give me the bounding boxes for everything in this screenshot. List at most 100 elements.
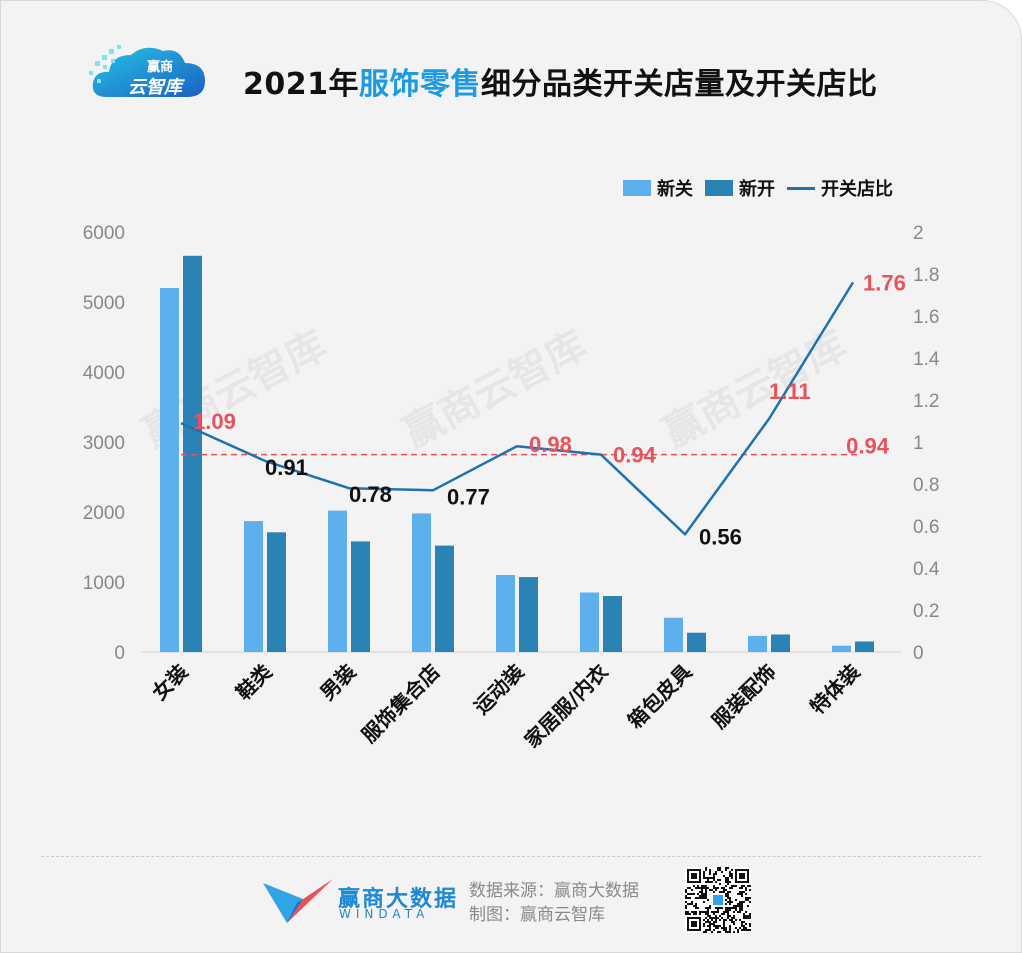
qr-module bbox=[707, 879, 709, 881]
ratio-data-label: 1.11 bbox=[769, 379, 811, 404]
qr-module bbox=[731, 907, 733, 909]
qr-module bbox=[747, 917, 749, 919]
qr-module bbox=[747, 929, 749, 931]
qr-module bbox=[745, 897, 747, 899]
qr-module bbox=[715, 925, 717, 927]
qr-module bbox=[691, 889, 693, 891]
qr-module bbox=[719, 867, 721, 869]
qr-module bbox=[691, 911, 693, 913]
qr-module bbox=[707, 915, 709, 917]
qr-module bbox=[697, 897, 699, 899]
qr-module bbox=[741, 901, 743, 903]
qr-module bbox=[699, 891, 701, 893]
qr-module bbox=[723, 887, 725, 889]
qr-module bbox=[703, 873, 705, 875]
qr-module bbox=[731, 885, 733, 887]
qr-module bbox=[723, 891, 725, 893]
qr-module bbox=[685, 907, 687, 909]
footer-source: 数据来源：赢商大数据 制图：赢商云智库 bbox=[469, 879, 639, 927]
qr-module bbox=[717, 911, 719, 913]
qr-module bbox=[725, 881, 727, 883]
qr-module bbox=[691, 921, 697, 927]
qr-module bbox=[727, 911, 729, 913]
qr-module bbox=[709, 871, 711, 873]
qr-module bbox=[745, 917, 747, 919]
qr-module bbox=[705, 921, 707, 923]
qr-module bbox=[737, 893, 739, 895]
qr-module bbox=[703, 923, 705, 925]
qr-module bbox=[693, 893, 695, 895]
legend-swatch-ratio bbox=[787, 186, 815, 190]
qr-module bbox=[711, 931, 713, 933]
bar-closed bbox=[244, 521, 263, 652]
qr-module bbox=[727, 895, 729, 897]
qr-module bbox=[725, 889, 727, 891]
qr-module bbox=[685, 901, 687, 903]
qr-module bbox=[727, 907, 729, 909]
qr-module bbox=[745, 889, 747, 891]
right-axis-tick: 0.8 bbox=[913, 475, 939, 496]
qr-module bbox=[737, 903, 739, 905]
qr-module bbox=[739, 901, 741, 903]
qr-module bbox=[745, 887, 747, 889]
qr-module bbox=[713, 891, 715, 893]
qr-module bbox=[707, 913, 709, 915]
qr-module bbox=[691, 893, 693, 895]
qr-module bbox=[739, 887, 741, 889]
qr-module bbox=[719, 931, 721, 933]
qr-module bbox=[727, 931, 729, 933]
qr-module bbox=[703, 871, 705, 873]
qr-module bbox=[719, 925, 721, 927]
qr-module bbox=[735, 927, 737, 929]
qr-module bbox=[715, 887, 717, 889]
qr-module bbox=[729, 901, 731, 903]
qr-module bbox=[739, 911, 741, 913]
qr-module bbox=[723, 927, 725, 929]
qr-module bbox=[725, 895, 727, 897]
qr-module bbox=[705, 931, 707, 933]
qr-module bbox=[715, 917, 717, 919]
qr-module bbox=[741, 929, 743, 931]
qr-module bbox=[733, 907, 735, 909]
qr-module bbox=[705, 895, 707, 897]
qr-module bbox=[711, 881, 713, 883]
qr-module bbox=[747, 899, 749, 901]
qr-module bbox=[741, 907, 743, 909]
qr-module bbox=[711, 889, 713, 891]
qr-module bbox=[735, 899, 737, 901]
qr-module bbox=[739, 927, 741, 929]
qr-module bbox=[709, 915, 711, 917]
qr-module bbox=[749, 925, 751, 927]
title-prefix: 2021年 bbox=[243, 67, 359, 102]
qr-module bbox=[701, 887, 703, 889]
bar-closed bbox=[496, 575, 515, 652]
qr-module bbox=[733, 885, 735, 887]
qr-module bbox=[687, 887, 689, 889]
bar-opened bbox=[351, 541, 370, 652]
footer-divider bbox=[41, 856, 981, 857]
qr-module bbox=[709, 925, 711, 927]
ratio-line bbox=[180, 281, 855, 536]
x-axis-category-label: 服饰集合店 bbox=[357, 660, 445, 748]
qr-module bbox=[727, 915, 729, 917]
qr-module bbox=[705, 869, 707, 871]
qr-module bbox=[721, 871, 723, 873]
qr-module bbox=[709, 927, 711, 929]
qr-module bbox=[743, 917, 745, 919]
qr-module bbox=[707, 877, 709, 879]
windata-logo-icon bbox=[263, 879, 333, 923]
bar-closed bbox=[328, 510, 347, 652]
ratio-data-label: 0.56 bbox=[699, 524, 742, 549]
qr-module bbox=[687, 903, 689, 905]
qr-module bbox=[737, 905, 739, 907]
qr-module bbox=[713, 887, 715, 889]
qr-module bbox=[729, 887, 731, 889]
qr-module bbox=[735, 909, 737, 911]
x-axis-category-label: 女装 bbox=[147, 660, 192, 705]
qr-module bbox=[701, 895, 703, 897]
qr-module bbox=[729, 915, 731, 917]
cloud-logo-icon bbox=[89, 45, 205, 97]
qr-module bbox=[691, 903, 693, 905]
qr-module bbox=[727, 881, 729, 883]
qr-module bbox=[713, 911, 715, 913]
